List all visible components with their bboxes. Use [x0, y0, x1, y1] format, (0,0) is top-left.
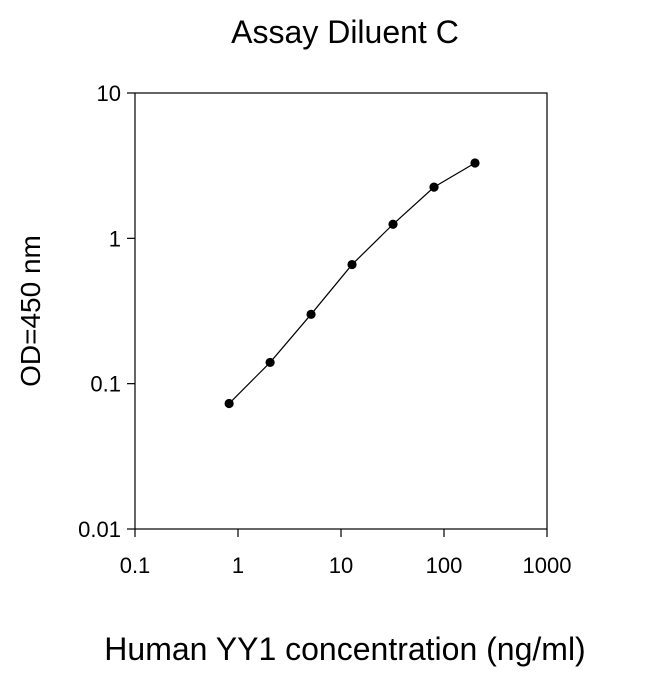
- data-point-0-1: [265, 357, 275, 368]
- data-point-0-5: [429, 182, 439, 192]
- data-point-0-0: [224, 398, 234, 409]
- data-point-0-2: [306, 309, 316, 319]
- plot-frame: [134, 92, 548, 530]
- chart-title: Assay Diluent C: [231, 14, 459, 50]
- y-tick-label-1: 0.1: [90, 372, 121, 397]
- data-point-0-6: [470, 158, 480, 168]
- x-tick-label-0: 0.1: [120, 553, 151, 578]
- y-tick-label-3: 10: [97, 81, 121, 106]
- y-axis-title: OD=450 nm: [15, 235, 46, 387]
- y-tick-label-0: 0.01: [78, 517, 121, 542]
- x-tick-label-1: 1: [232, 553, 244, 578]
- x-tick-label-3: 100: [426, 553, 463, 578]
- x-axis-title: Human YY1 concentration (ng/ml): [104, 631, 585, 667]
- series-layer: [224, 158, 480, 409]
- x-tick-label-2: 10: [329, 553, 353, 578]
- y-tick-label-2: 1: [109, 226, 121, 251]
- data-point-0-4: [388, 219, 398, 229]
- data-point-0-3: [347, 259, 357, 270]
- x-tick-label-4: 1000: [523, 553, 572, 578]
- axis-ticks: [127, 92, 548, 537]
- tick-labels: 0.1 1 10 100 1000 0.01 0.1 1 10: [78, 81, 571, 578]
- series-line-0: [228, 162, 476, 404]
